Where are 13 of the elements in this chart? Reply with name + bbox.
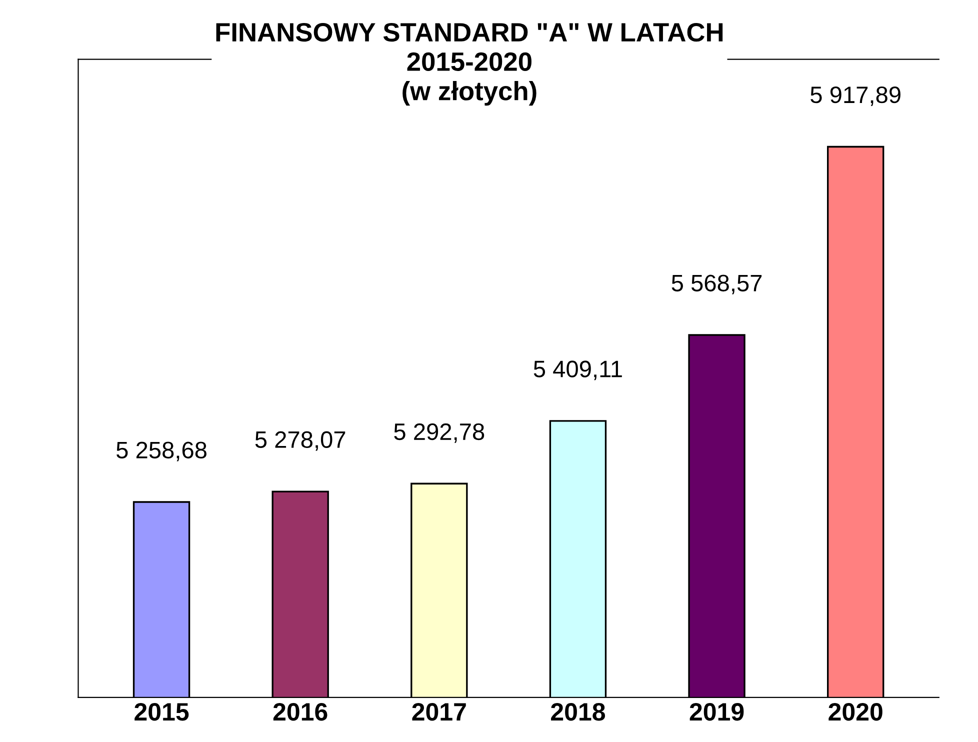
data-label: 5 409,11 <box>534 360 622 380</box>
data-label: 5 278,07 <box>255 431 346 451</box>
data-label: 5 917,89 <box>810 86 900 106</box>
x-tick-label: 2019 <box>690 703 744 721</box>
x-tick-label: 2017 <box>412 703 466 721</box>
chart-title: FINANSOWY STANDARD "A" W LATACH 2015-2020 (w złotych) <box>216 22 723 106</box>
data-label: 5 258,68 <box>116 442 206 462</box>
x-tick-label: 2016 <box>273 703 328 721</box>
x-tick-label: 2018 <box>551 703 606 721</box>
data-label: 5 568,57 <box>672 274 762 294</box>
x-tick-label: 2015 <box>134 703 189 721</box>
x-tick-label: 2020 <box>828 703 882 721</box>
data-label: 5 292,78 <box>394 423 484 443</box>
